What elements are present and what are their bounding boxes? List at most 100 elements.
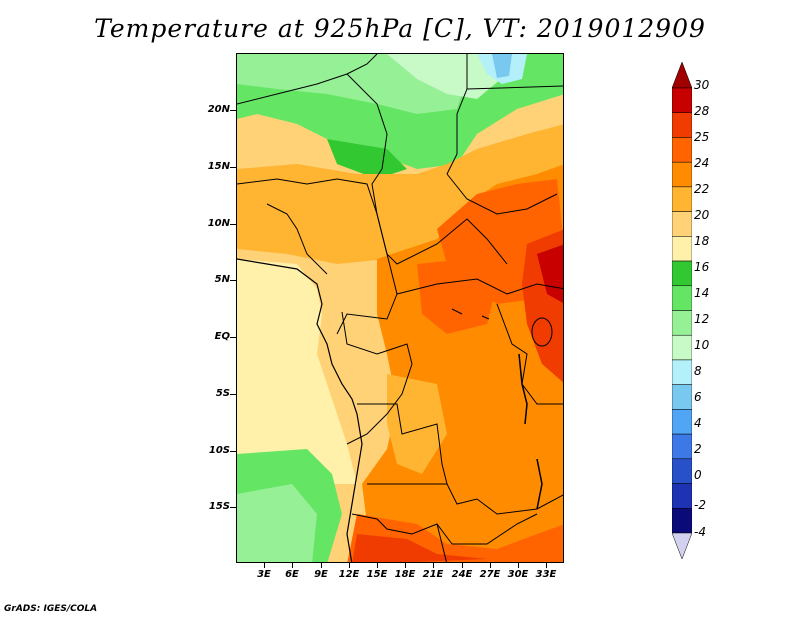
border-line bbox=[341, 311, 413, 365]
colorbar-label: 18 bbox=[694, 234, 710, 248]
colorbar-label: 4 bbox=[694, 416, 702, 430]
river-marks bbox=[451, 308, 490, 320]
colorbar-swatch bbox=[672, 285, 692, 311]
lon-tick bbox=[321, 563, 322, 568]
lon-label-9e: 9E bbox=[314, 569, 328, 580]
colorbar-label: 0 bbox=[694, 468, 702, 482]
lat-tick bbox=[230, 451, 236, 452]
congo-hot-zone bbox=[417, 259, 497, 334]
border-line bbox=[446, 173, 558, 215]
lon-tick bbox=[377, 563, 378, 568]
colorbar-label: 12 bbox=[694, 312, 710, 326]
lat-label-5s: 5S bbox=[215, 388, 230, 399]
lon-label-21e: 21E bbox=[422, 569, 444, 580]
colorbar-label: -4 bbox=[694, 525, 706, 539]
lon-tick bbox=[518, 563, 519, 568]
colorbar-label: 28 bbox=[694, 104, 710, 118]
colorbar-swatch bbox=[672, 409, 692, 435]
border-line bbox=[496, 303, 563, 405]
colorbar-swatch bbox=[672, 211, 692, 237]
colorbar-label: 6 bbox=[694, 390, 702, 404]
colorbar-swatch bbox=[672, 186, 692, 212]
lat-tick bbox=[230, 224, 236, 225]
map-canvas bbox=[237, 54, 563, 562]
lon-tick bbox=[292, 563, 293, 568]
lake-malawi bbox=[536, 458, 543, 510]
lat-tick bbox=[230, 337, 236, 338]
colorbar-label: -2 bbox=[694, 498, 706, 512]
lon-label-24e: 24E bbox=[451, 569, 473, 580]
border-line bbox=[446, 54, 468, 175]
lat-label-15s: 15S bbox=[208, 501, 230, 512]
colorbar-swatch bbox=[672, 137, 692, 163]
lake-victoria bbox=[531, 317, 553, 347]
colorbar-swatch bbox=[672, 458, 692, 484]
colorbar-swatch bbox=[672, 483, 692, 509]
lat-tick bbox=[230, 167, 236, 168]
lat-tick bbox=[230, 110, 236, 111]
lon-label-30e: 30E bbox=[507, 569, 529, 580]
colorbar-label: 10 bbox=[694, 338, 710, 352]
border-line bbox=[266, 203, 328, 275]
map-title: Temperature at 925hPa [C], VT: 201901290… bbox=[94, 14, 706, 43]
colorbar-label: 20 bbox=[694, 208, 710, 222]
colorbar-swatch bbox=[672, 334, 692, 361]
colorbar-swatch bbox=[672, 359, 692, 385]
lat-tick bbox=[230, 394, 236, 395]
border-line bbox=[346, 73, 388, 215]
colorbar-label: 24 bbox=[694, 156, 710, 170]
border-line bbox=[396, 278, 563, 295]
colorbar-swatch bbox=[672, 112, 692, 138]
colorbar-boxes bbox=[672, 87, 692, 534]
lon-tick bbox=[546, 563, 547, 568]
grads-credit: GrADS: IGES/COLA bbox=[4, 604, 98, 614]
colorbar-swatch bbox=[672, 87, 692, 113]
colorbar-label: 14 bbox=[694, 286, 710, 300]
lat-label-10n: 10N bbox=[207, 218, 230, 229]
colorbar-label: 30 bbox=[694, 78, 710, 92]
colorbar-swatch bbox=[672, 260, 692, 287]
colorbar-swatch bbox=[672, 384, 692, 410]
border-line bbox=[436, 523, 448, 562]
lon-tick bbox=[433, 563, 434, 568]
colorbar-label: 22 bbox=[694, 182, 710, 196]
lon-tick bbox=[462, 563, 463, 568]
colorbar-label: 2 bbox=[694, 442, 702, 456]
colorbar-swatch bbox=[672, 433, 692, 460]
colorbar-arrow-bottom bbox=[672, 532, 692, 559]
desert-cool-zone bbox=[387, 54, 507, 99]
south-hotter-zone bbox=[352, 534, 487, 562]
lon-tick bbox=[264, 563, 265, 568]
ocean-pale-zone bbox=[237, 259, 357, 484]
colorbar-label: 25 bbox=[694, 130, 710, 144]
colorbar bbox=[672, 62, 692, 559]
lon-tick bbox=[490, 563, 491, 568]
east-hottest-zone bbox=[537, 244, 563, 303]
border-line bbox=[452, 513, 538, 545]
lat-label-5n: 5N bbox=[214, 274, 230, 285]
colorbar-label: 8 bbox=[694, 364, 702, 378]
border-line bbox=[237, 54, 378, 105]
colorbar-swatch bbox=[672, 236, 692, 262]
colorbar-swatch bbox=[672, 161, 692, 188]
temperature-map bbox=[236, 53, 564, 563]
border-line bbox=[357, 403, 448, 485]
lon-label-27e: 27E bbox=[479, 569, 501, 580]
lon-tick bbox=[405, 563, 406, 568]
border-line bbox=[466, 85, 563, 90]
colorbar-swatch bbox=[672, 508, 692, 534]
lat-tick bbox=[230, 507, 236, 508]
southwest-lightgreen-zone bbox=[237, 484, 317, 562]
lat-label-15n: 15N bbox=[207, 161, 230, 172]
cool-blue-zone bbox=[492, 54, 512, 78]
lon-label-6e: 6E bbox=[285, 569, 299, 580]
dark-green-patch bbox=[327, 139, 407, 179]
lat-tick bbox=[230, 280, 236, 281]
colorbar-arrow-top bbox=[672, 62, 692, 89]
lon-label-18e: 18E bbox=[394, 569, 416, 580]
lat-label-20n: 20N bbox=[207, 104, 230, 115]
lon-tick bbox=[349, 563, 350, 568]
lat-label-10s: 10S bbox=[208, 445, 230, 456]
lon-label-3e: 3E bbox=[257, 569, 271, 580]
lat-label-eq: EQ bbox=[214, 331, 230, 342]
